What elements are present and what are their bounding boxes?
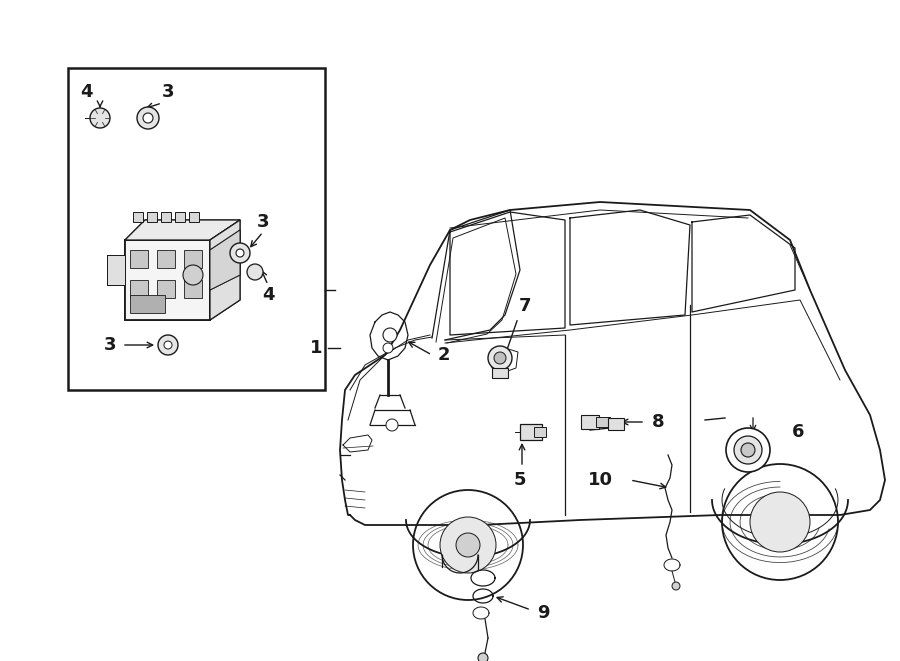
Text: 1: 1 xyxy=(310,339,322,357)
Circle shape xyxy=(143,113,153,123)
Text: 4: 4 xyxy=(80,83,92,101)
Bar xyxy=(130,295,165,313)
Circle shape xyxy=(456,533,480,557)
Text: 10: 10 xyxy=(588,471,613,489)
Circle shape xyxy=(90,108,110,128)
Polygon shape xyxy=(125,220,240,240)
Bar xyxy=(130,280,148,298)
Text: 9: 9 xyxy=(536,604,549,622)
Circle shape xyxy=(247,264,263,280)
Text: 6: 6 xyxy=(792,423,805,441)
Circle shape xyxy=(183,265,203,285)
Bar xyxy=(130,250,148,268)
Polygon shape xyxy=(210,220,240,320)
Bar xyxy=(608,418,624,430)
Circle shape xyxy=(734,436,762,464)
Circle shape xyxy=(726,428,770,472)
Circle shape xyxy=(488,346,512,370)
Circle shape xyxy=(164,341,172,349)
Circle shape xyxy=(386,419,398,431)
Polygon shape xyxy=(125,240,210,320)
Circle shape xyxy=(672,582,680,590)
Bar xyxy=(157,250,175,268)
Circle shape xyxy=(383,328,397,342)
Text: 5: 5 xyxy=(514,471,526,489)
Polygon shape xyxy=(107,255,125,285)
Bar xyxy=(184,250,202,268)
Bar xyxy=(534,427,546,437)
Bar xyxy=(520,424,542,440)
Bar xyxy=(596,417,610,427)
Bar xyxy=(133,212,143,222)
Bar xyxy=(184,280,202,298)
Text: 8: 8 xyxy=(652,413,664,431)
Circle shape xyxy=(741,443,755,457)
Bar xyxy=(175,212,185,222)
Circle shape xyxy=(137,107,159,129)
Circle shape xyxy=(413,490,523,600)
Text: 3: 3 xyxy=(162,83,175,101)
Text: 3: 3 xyxy=(256,213,269,231)
Text: 4: 4 xyxy=(262,286,274,304)
Bar xyxy=(147,212,157,222)
Bar xyxy=(68,68,325,390)
Circle shape xyxy=(230,243,250,263)
Circle shape xyxy=(236,249,244,257)
Text: 2: 2 xyxy=(437,346,450,364)
Polygon shape xyxy=(210,230,240,290)
Circle shape xyxy=(158,335,178,355)
Bar xyxy=(581,415,599,429)
Circle shape xyxy=(383,343,393,353)
Bar xyxy=(161,212,171,222)
Bar xyxy=(157,280,175,298)
Circle shape xyxy=(750,492,810,552)
Circle shape xyxy=(494,352,506,364)
Bar xyxy=(492,368,508,378)
Text: 3: 3 xyxy=(104,336,116,354)
Circle shape xyxy=(722,464,838,580)
Text: 7: 7 xyxy=(518,297,531,315)
Bar xyxy=(189,212,199,222)
Circle shape xyxy=(440,517,496,573)
Circle shape xyxy=(478,653,488,661)
